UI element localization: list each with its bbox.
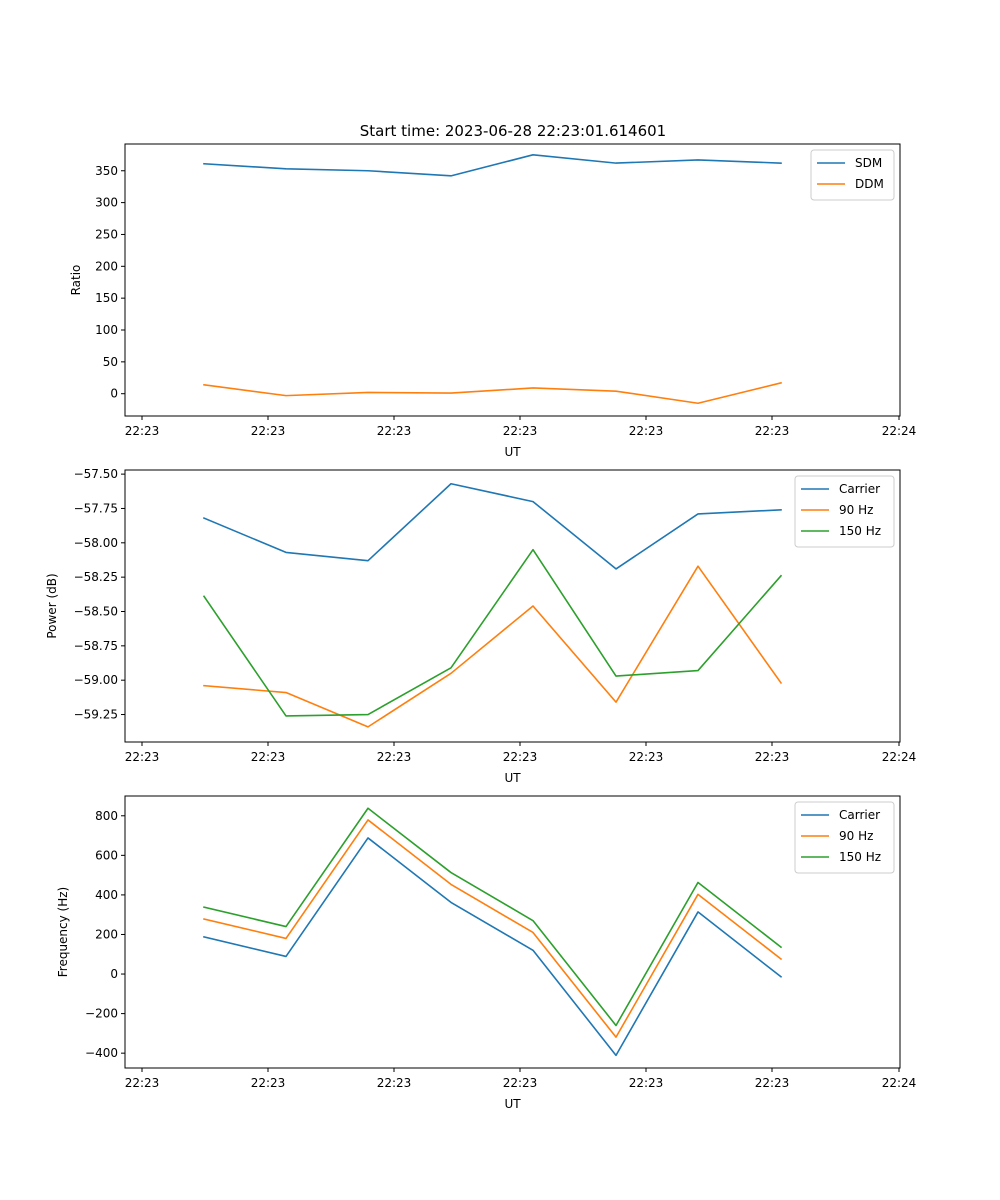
x-tick-label: 22:23 (125, 424, 160, 438)
x-tick-label: 22:23 (629, 424, 664, 438)
x-tick-label: 22:23 (503, 750, 538, 764)
x-tick-label: 22:24 (882, 750, 917, 764)
y-tick-label: −57.75 (74, 501, 118, 515)
y-tick-label: −400 (85, 1046, 118, 1060)
series-line-90-hz (203, 565, 783, 728)
figure-title: Start time: 2023-06-28 22:23:01.614601 (360, 122, 666, 140)
y-tick-label: 150 (95, 291, 118, 305)
panels: 22:23 22:23 22:23 22:23 22:23 22:23 22:24 0 50 10… (45, 143, 917, 1111)
x-tick-label: 22:23 (755, 1076, 790, 1090)
y-tick-label: 350 (95, 164, 118, 178)
y-tick-label: −58.50 (74, 604, 118, 618)
y-axis-label: Frequency (Hz) (56, 887, 70, 978)
y-tick-label: 0 (110, 387, 118, 401)
y-tick-label: −58.25 (74, 570, 118, 584)
y-tick-label: −58.00 (74, 536, 118, 550)
y-tick-label: 400 (95, 888, 118, 902)
y-tick-label: 200 (95, 259, 118, 273)
series-line-90-hz (203, 819, 783, 1038)
legend-entry: Carrier (839, 808, 880, 822)
y-tick-label: 200 (95, 927, 118, 941)
x-tick-label: 22:23 (251, 750, 286, 764)
y-tick-label: 800 (95, 809, 118, 823)
series-line-ddm (203, 381, 782, 405)
x-axis-label: UT (504, 1097, 521, 1111)
legend-entry: 90 Hz (839, 503, 873, 517)
x-tick-label: 22:23 (377, 1076, 412, 1090)
series-line-150-hz (202, 548, 783, 717)
legend-entry: 150 Hz (839, 524, 881, 538)
x-tick-label: 22:23 (251, 424, 286, 438)
legend-entry: 150 Hz (839, 850, 881, 864)
legend-entry: SDM (855, 156, 882, 170)
chart-panel-2: 22:23 22:23 22:23 22:23 22:23 22:23 22:24 −59.2… (45, 467, 916, 785)
y-tick-label: −59.00 (74, 673, 118, 687)
x-tick-label: 22:23 (377, 424, 412, 438)
y-tick-label: 0 (110, 967, 118, 981)
y-tick-label: 50 (103, 355, 118, 369)
axes-frame (124, 143, 901, 417)
x-tick-label: 22:24 (882, 1076, 917, 1090)
x-tick-label: 22:23 (503, 1076, 538, 1090)
series-line-150-hz (203, 807, 783, 1027)
x-tick-label: 22:23 (629, 750, 664, 764)
y-tick-label: 300 (95, 196, 118, 210)
series-line-sdm (203, 154, 782, 177)
y-tick-label: −200 (85, 1007, 118, 1021)
legend: SDM DDM (810, 149, 895, 201)
legend: Carrier 90 Hz 150 Hz (794, 475, 895, 548)
y-tick-label: −58.75 (74, 639, 118, 653)
y-tick-label: −57.50 (74, 467, 118, 481)
x-tick-label: 22:23 (503, 424, 538, 438)
legend-entry: DDM (855, 177, 884, 191)
chart-panel-3: 22:23 22:23 22:23 22:23 22:23 22:23 22:24 −400 −… (56, 795, 917, 1111)
y-axis-label: Ratio (69, 265, 83, 296)
legend-box (794, 475, 895, 548)
legend: Carrier 90 Hz 150 Hz (794, 801, 895, 874)
y-tick-label: 600 (95, 848, 118, 862)
legend-entry: 90 Hz (839, 829, 873, 843)
x-tick-label: 22:23 (125, 1076, 160, 1090)
x-tick-label: 22:23 (251, 1076, 286, 1090)
y-tick-label: 250 (95, 227, 118, 241)
y-tick-label: −59.25 (74, 708, 118, 722)
legend-entry: Carrier (839, 482, 880, 496)
x-tick-label: 22:23 (755, 750, 790, 764)
axes-frame (124, 795, 901, 1069)
x-tick-label: 22:23 (377, 750, 412, 764)
x-axis-label: UT (504, 771, 521, 785)
x-axis-label: UT (504, 445, 521, 459)
x-tick-label: 22:23 (629, 1076, 664, 1090)
series-line-carrier (203, 837, 783, 1057)
chart-panel-1: 22:23 22:23 22:23 22:23 22:23 22:23 22:24 0 50 10… (69, 143, 917, 459)
y-axis-label: Power (dB) (45, 573, 59, 638)
series-line-carrier (202, 482, 782, 570)
x-tick-label: 22:24 (882, 424, 917, 438)
x-tick-label: 22:23 (125, 750, 160, 764)
y-tick-label: 100 (95, 323, 118, 337)
axes-frame (124, 469, 901, 743)
x-tick-label: 22:23 (755, 424, 790, 438)
legend-box (794, 801, 895, 874)
